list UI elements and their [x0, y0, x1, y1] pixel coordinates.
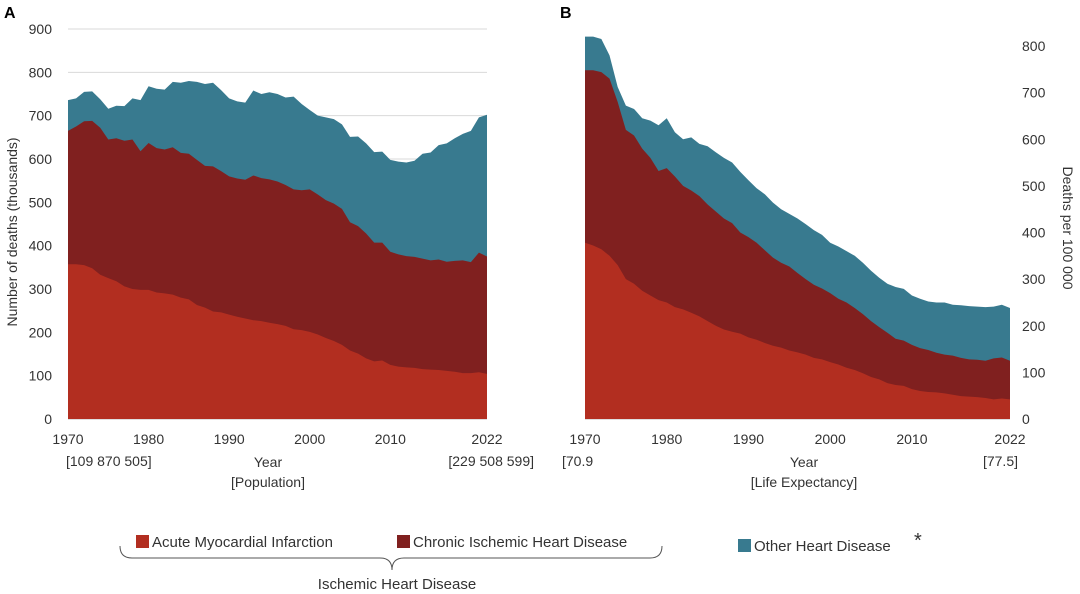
panel-a-areas: [68, 81, 487, 420]
y-tick-label: 300: [1022, 271, 1046, 287]
x-tick-label: 2010: [375, 431, 406, 447]
panel-b-x-axis-subtitle: [Life Expectancy]: [751, 474, 858, 490]
panel-b-x-ticks: 1970 1980 1990 2000 2010 2022: [569, 431, 1025, 447]
y-tick-label: 800: [1022, 38, 1046, 54]
panel-a-x-end-label: [229 508 599]: [448, 453, 534, 469]
panel-b-y-axis-title: Deaths per 100 000: [1060, 167, 1076, 290]
panel-a-y-ticks: 0 100 200 300 400 500 600 700 800 900: [29, 21, 53, 427]
area-acute: [585, 242, 1010, 419]
area-acute: [68, 264, 487, 419]
panel-b-areas: [585, 36, 1010, 420]
y-tick-label: 400: [29, 238, 53, 254]
x-tick-label: 2010: [896, 431, 927, 447]
legend-brace: [119, 545, 663, 571]
legend-label-other: Other Heart Disease: [754, 538, 891, 555]
y-tick-label: 0: [1022, 411, 1030, 427]
panel-a-letter: A: [4, 5, 16, 22]
y-tick-label: 700: [29, 108, 53, 124]
panel-b-y-ticks: 0 100 200 300 400 500 600 700 800: [1022, 38, 1046, 427]
panel-a-x-start-label: [109 870 505]: [66, 453, 152, 469]
panel-b-x-start-label: [70.9: [562, 453, 593, 469]
x-tick-label: 1980: [133, 431, 164, 447]
legend-swatch-acute: [136, 535, 149, 548]
x-tick-label: 1990: [733, 431, 764, 447]
y-tick-label: 700: [1022, 85, 1046, 101]
y-tick-label: 100: [1022, 364, 1046, 380]
panel-b-letter: B: [560, 5, 572, 22]
legend-group-label: Ischemic Heart Disease: [318, 576, 476, 593]
panel-a-x-ticks: 1970 1980 1990 2000 2010 2022: [52, 431, 502, 447]
y-tick-label: 800: [29, 64, 53, 80]
legend-asterisk: *: [914, 530, 922, 552]
legend-label-chronic: Chronic Ischemic Heart Disease: [413, 534, 627, 551]
x-tick-label: 1980: [651, 431, 682, 447]
y-tick-label: 0: [44, 411, 52, 427]
panel-a-x-axis-title: Year: [254, 454, 283, 470]
panel-a-y-axis-title: Number of deaths (thousands): [4, 137, 20, 326]
y-tick-label: 900: [29, 21, 53, 37]
x-tick-label: 1970: [569, 431, 600, 447]
x-tick-label: 2022: [994, 431, 1025, 447]
y-tick-label: 200: [29, 324, 53, 340]
x-tick-label: 1970: [52, 431, 83, 447]
panel-b: B 0 100 200 300 400 500 600 700 800 1970 1980 1990…: [560, 5, 1076, 490]
y-tick-label: 400: [1022, 225, 1046, 241]
legend-swatch-other: [738, 539, 751, 552]
y-tick-label: 100: [29, 368, 53, 384]
x-tick-label: 1990: [214, 431, 245, 447]
legend: Acute Myocardial Infarction Chronic Isch…: [119, 530, 922, 593]
y-tick-label: 200: [1022, 318, 1046, 334]
y-tick-label: 600: [1022, 131, 1046, 147]
legend-swatch-chronic: [397, 535, 410, 548]
panel-b-x-end-label: [77.5]: [983, 453, 1018, 469]
y-tick-label: 600: [29, 151, 53, 167]
x-tick-label: 2022: [471, 431, 502, 447]
legend-label-acute: Acute Myocardial Infarction: [152, 534, 333, 551]
panel-b-x-axis-title: Year: [790, 454, 819, 470]
y-tick-label: 300: [29, 281, 53, 297]
panel-a-x-axis-subtitle: [Population]: [231, 474, 305, 490]
x-tick-label: 2000: [294, 431, 325, 447]
x-tick-label: 2000: [815, 431, 846, 447]
y-tick-label: 500: [1022, 178, 1046, 194]
y-tick-label: 500: [29, 194, 53, 210]
